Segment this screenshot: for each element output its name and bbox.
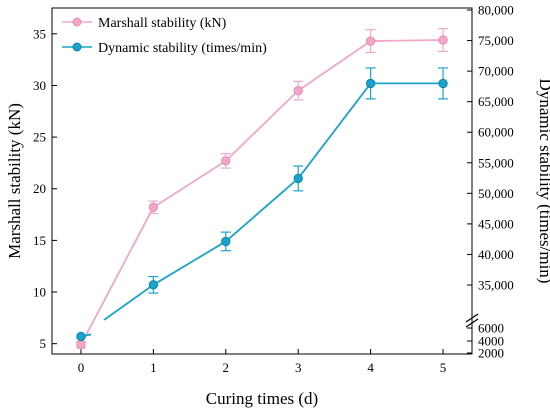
x-axis-ticks: 0 1 2 3 4 5: [78, 349, 447, 375]
data-point-dynamic: [293, 173, 303, 184]
series-line-marshall: [80, 206, 155, 346]
legend: Marshall stability (kN) Dynamic stabilit…: [62, 16, 267, 56]
left-tick-label: 20: [33, 181, 46, 196]
data-point-dynamic: [438, 78, 448, 89]
legend-marker-marshall: [72, 17, 82, 27]
right-tick-label: 65,000: [478, 94, 514, 109]
series-line-dynamic: [297, 82, 372, 179]
right-tick-label: 70,000: [478, 64, 514, 79]
x-tick-label: 1: [150, 360, 157, 375]
right-tick-label: 35,000: [478, 278, 514, 293]
right-tick-label: 75,000: [478, 33, 514, 48]
left-tick-label: 25: [33, 130, 46, 145]
right-axis-ticks: 35,000 40,000 45,000 50,000 55,000 60,000 65,0…: [467, 3, 514, 361]
x-tick-label: 5: [440, 360, 447, 375]
data-point-marshall: [438, 35, 448, 45]
series-line-dynamic: [103, 284, 154, 321]
left-axis-label: Marshall stability (kN): [5, 103, 24, 259]
x-tick-label: 2: [223, 360, 230, 375]
data-point-dynamic: [221, 236, 231, 247]
data-point-marshall: [293, 85, 303, 96]
right-tick-label: 40,000: [478, 247, 514, 262]
x-tick-label: 4: [367, 360, 374, 375]
series-layer: [75, 28, 449, 350]
legend-marker-dynamic: [72, 42, 82, 52]
data-point-dynamic: [76, 331, 86, 342]
data-point-marshall: [148, 202, 159, 213]
left-tick-label: 35: [33, 26, 46, 41]
axis-break-mark: [465, 313, 479, 328]
right-axis-label: Dynamic stability (times/min): [536, 79, 550, 284]
legend-entry-marshall: Marshall stability (kN): [98, 16, 227, 31]
data-point-dynamic: [365, 78, 376, 89]
left-tick-label: 30: [33, 78, 46, 93]
series-line-dynamic: [225, 177, 299, 243]
left-tick-label: 15: [33, 233, 46, 248]
left-axis-ticks: 5 10 15 20 25 30 35: [33, 26, 57, 351]
series-line-marshall: [152, 160, 227, 209]
series-line-marshall: [370, 39, 444, 42]
right-tick-label: 6000: [478, 321, 504, 336]
data-point-marshall: [76, 340, 86, 350]
plot-frame: [51, 7, 473, 355]
right-tick-label: 2000: [478, 346, 504, 361]
x-axis-label: Curing times (d): [206, 389, 318, 408]
data-point-marshall: [365, 36, 376, 46]
legend-entry-dynamic: Dynamic stability (times/min): [98, 41, 267, 56]
right-tick-label: 80,000: [478, 3, 514, 18]
right-tick-label: 45,000: [478, 216, 514, 231]
left-tick-label: 5: [40, 336, 47, 351]
data-point-marshall: [221, 156, 231, 166]
right-tick-label: 55,000: [478, 155, 514, 170]
right-tick-label: 50,000: [478, 186, 514, 201]
x-tick-label: 0: [78, 360, 85, 375]
right-tick-label: 4000: [478, 334, 504, 349]
data-point-dynamic: [148, 280, 159, 290]
series-line-dynamic: [152, 240, 227, 286]
left-tick-label: 10: [33, 285, 46, 300]
series-line-marshall: [225, 89, 299, 162]
series-line-marshall: [297, 40, 372, 92]
x-tick-label: 3: [295, 360, 302, 375]
right-tick-label: 60,000: [478, 125, 514, 140]
